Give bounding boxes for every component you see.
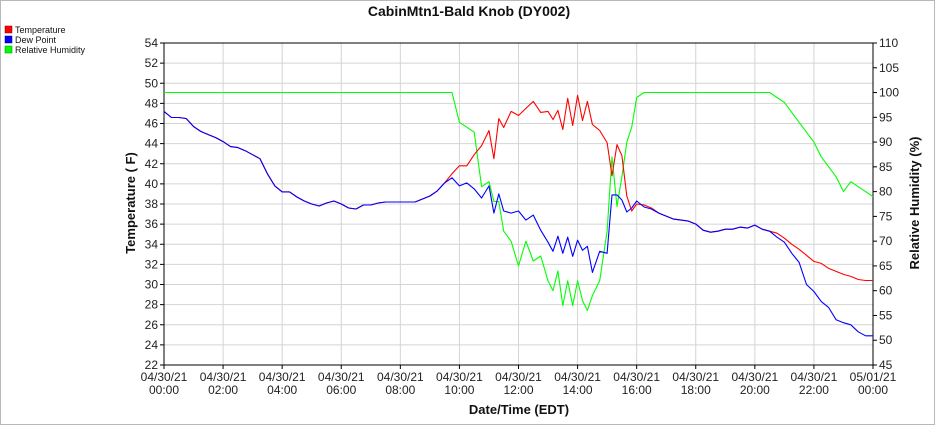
legend-swatch-relative-humidity — [4, 45, 13, 54]
y-tick-label: 48 — [145, 96, 159, 110]
y2-tick-label: 65 — [879, 259, 893, 273]
y-tick-label: 34 — [145, 237, 159, 251]
y-tick-label: 36 — [145, 217, 159, 231]
series-layer — [163, 91, 874, 337]
y2-tick-label: 75 — [879, 209, 893, 223]
y-axis-title: Temperature ( F) — [123, 152, 138, 254]
y-tick-label: 24 — [145, 338, 159, 352]
y2-tick-label: 90 — [879, 135, 893, 149]
y-tick-label: 30 — [145, 278, 159, 292]
y2-tick-label: 60 — [879, 284, 893, 298]
x-tick-label: 04/30/21 04:00 — [259, 370, 306, 397]
series-line-dew-point — [163, 110, 873, 337]
legend-label-temperature: Temperature — [15, 25, 66, 35]
y-tick-label: 22 — [145, 358, 159, 372]
y-tick-label: 32 — [145, 257, 159, 271]
legend: Temperature Dew Point Relative Humidity — [4, 25, 86, 55]
y-tick-label: 50 — [145, 76, 159, 90]
x-axis-title: Date/Time (EDT) — [469, 402, 569, 417]
x-tick-label: 04/30/21 12:00 — [495, 370, 542, 397]
x-tick-label: 04/30/21 16:00 — [613, 370, 660, 397]
series-line-relative-humidity — [164, 91, 874, 312]
y2-tick-label: 80 — [879, 185, 893, 199]
tick-labels: 22 24 26 28 30 32 34 36 38 40 42 44 46 48 50 52 54 45 50 55… — [141, 36, 900, 397]
x-tick-label: 05/01/21 00:00 — [850, 370, 897, 397]
y-tick-label: 26 — [145, 318, 159, 332]
legend-label-relative-humidity: Relative Humidity — [15, 45, 86, 55]
x-tick-label: 04/30/21 06:00 — [318, 370, 365, 397]
y-tick-label: 54 — [145, 36, 159, 50]
y2-tick-label: 100 — [879, 86, 899, 100]
y-tick-label: 38 — [145, 197, 159, 211]
y-tick-label: 40 — [145, 177, 159, 191]
y2-tick-label: 85 — [879, 160, 893, 174]
y2-tick-label: 55 — [879, 308, 893, 322]
y-tick-label: 46 — [145, 117, 159, 131]
x-tick-label: 04/30/21 00:00 — [141, 370, 188, 397]
legend-swatch-temperature — [4, 25, 13, 34]
y2-tick-label: 105 — [879, 61, 899, 75]
x-tick-label: 04/30/21 08:00 — [377, 370, 424, 397]
y-tick-label: 28 — [145, 298, 159, 312]
y2-tick-label: 70 — [879, 234, 893, 248]
y2-tick-label: 110 — [879, 36, 898, 50]
x-tick-label: 04/30/21 18:00 — [672, 370, 719, 397]
grid — [163, 42, 874, 366]
y-tick-label: 42 — [145, 157, 159, 171]
legend-label-dew-point: Dew Point — [15, 35, 57, 45]
x-tick-label: 04/30/21 02:00 — [200, 370, 247, 397]
y2-tick-label: 95 — [879, 110, 893, 124]
x-tick-label: 04/30/21 10:00 — [436, 370, 483, 397]
y-tick-label: 52 — [145, 56, 159, 70]
x-tick-label: 04/30/21 20:00 — [731, 370, 778, 397]
x-tick-label: 04/30/21 14:00 — [554, 370, 601, 397]
y2-axis-title: Relative Humidity (%) — [907, 137, 922, 270]
chart-title: CabinMtn1-Bald Knob (DY002) — [368, 3, 570, 19]
legend-swatch-dew-point — [4, 35, 13, 44]
y2-tick-label: 50 — [879, 333, 893, 347]
y2-tick-label: 45 — [879, 358, 893, 372]
x-tick-label: 04/30/21 22:00 — [791, 370, 838, 397]
y-tick-label: 44 — [145, 137, 159, 151]
